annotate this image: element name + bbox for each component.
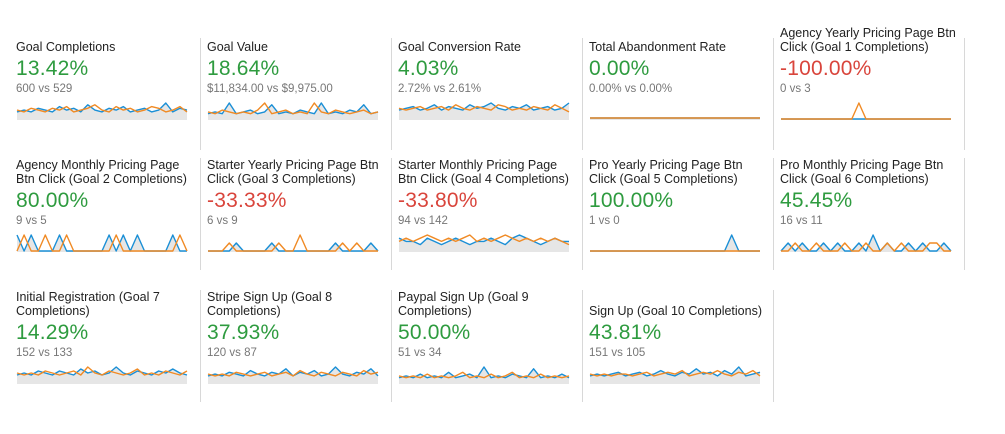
tile-value: 45.45% xyxy=(780,189,853,212)
tile-title: Pro Yearly Pricing Page Btn Click (Goal … xyxy=(589,158,743,186)
scorecard-row: Initial Registration (Goal 7 Completions… xyxy=(10,290,965,402)
sparkline-area xyxy=(590,235,760,252)
tile-title: Goal Value xyxy=(207,40,268,54)
sparkline xyxy=(398,234,570,252)
tile-value: 37.93% xyxy=(207,321,280,344)
sparkline-previous-series xyxy=(398,371,570,379)
scorecard-goal-1[interactable]: Agency Yearly Pricing Page Btn Click (Go… xyxy=(774,26,965,150)
sparkline-area xyxy=(208,103,378,120)
scorecard-goal-8[interactable]: Stripe Sign Up (Goal 8 Completions) 37.9… xyxy=(201,290,392,402)
tile-comparison: 600 vs 529 xyxy=(16,83,73,95)
sparkline xyxy=(590,117,760,120)
sparkline xyxy=(207,102,379,120)
tile-comparison: 94 vs 142 xyxy=(398,215,448,227)
scorecard-row: Agency Monthly Pricing Page Btn Click (G… xyxy=(10,158,965,270)
scorecard-goal-6[interactable]: Pro Monthly Pricing Page Btn Click (Goal… xyxy=(774,158,965,270)
scorecard-goal-9[interactable]: Paypal Sign Up (Goal 9 Completions) 50.0… xyxy=(392,290,583,402)
tile-comparison: 0.00% vs 0.00% xyxy=(589,83,673,95)
tile-comparison: 120 vs 87 xyxy=(207,347,257,359)
tile-value: 50.00% xyxy=(398,321,471,344)
tile-title: Goal Completions xyxy=(16,40,116,54)
tile-title: Paypal Sign Up (Goal 9 Completions) xyxy=(398,290,529,318)
sparkline-current-series xyxy=(589,366,761,377)
sparkline-previous-series xyxy=(207,102,379,115)
tile-title: Total Abandonment Rate xyxy=(589,40,726,54)
scorecard-goal-2[interactable]: Agency Monthly Pricing Page Btn Click (G… xyxy=(10,158,201,270)
tile-value: -33.80% xyxy=(398,189,478,212)
tile-comparison: 151 vs 105 xyxy=(589,347,646,359)
sparkline-area xyxy=(399,103,569,120)
scorecard-row: Goal Completions 13.42% 600 vs 529 Goal … xyxy=(10,26,965,150)
tile-value: -100.00% xyxy=(780,57,872,80)
goal-scorecard-grid: Goal Completions 13.42% 600 vs 529 Goal … xyxy=(10,24,965,414)
tile-comparison: 0 vs 3 xyxy=(780,83,811,95)
tile-comparison: 152 vs 133 xyxy=(16,347,73,359)
sparkline-area xyxy=(17,235,187,252)
sparkline xyxy=(398,366,570,384)
tile-title: Goal Conversion Rate xyxy=(398,40,521,54)
tile-comparison: 2.72% vs 2.61% xyxy=(398,83,482,95)
tile-comparison: 9 vs 5 xyxy=(16,215,47,227)
sparkline xyxy=(16,102,188,120)
tile-title: Starter Monthly Pricing Page Btn Click (… xyxy=(398,158,569,186)
sparkline xyxy=(398,102,570,120)
sparkline xyxy=(208,234,379,252)
tile-value: 18.64% xyxy=(207,57,280,80)
sparkline-previous-series xyxy=(16,234,188,252)
scorecard-goal-5[interactable]: Pro Yearly Pricing Page Btn Click (Goal … xyxy=(583,158,774,270)
tile-value: 13.42% xyxy=(16,57,89,80)
sparkline-previous-series xyxy=(16,104,188,113)
sparkline-area xyxy=(399,367,569,384)
tile-comparison: 6 vs 9 xyxy=(207,215,238,227)
tile-title: Pro Monthly Pricing Page Btn Click (Goal… xyxy=(780,158,944,186)
tile-title: Starter Yearly Pricing Page Btn Click (G… xyxy=(207,158,379,186)
scorecard-goal-3[interactable]: Starter Yearly Pricing Page Btn Click (G… xyxy=(201,158,392,270)
sparkline-current-series xyxy=(398,366,570,379)
tile-title: Initial Registration (Goal 7 Completions… xyxy=(16,290,160,318)
scorecard-goal-conversion-rate[interactable]: Goal Conversion Rate 4.03% 2.72% vs 2.61… xyxy=(392,38,583,150)
tile-comparison: 1 vs 0 xyxy=(589,215,620,227)
tile-value: 14.29% xyxy=(16,321,89,344)
sparkline-area xyxy=(399,235,569,252)
scorecard-total-abandonment-rate[interactable]: Total Abandonment Rate 0.00% 0.00% vs 0.… xyxy=(583,38,774,150)
sparkline-current-series xyxy=(398,234,569,246)
scorecard-goal-completions[interactable]: Goal Completions 13.42% 600 vs 529 xyxy=(10,38,201,150)
tile-comparison: 16 vs 11 xyxy=(780,215,823,227)
sparkline-area xyxy=(590,367,760,384)
sparkline-previous-series xyxy=(781,242,951,252)
tile-value: 43.81% xyxy=(589,321,662,344)
sparkline xyxy=(780,234,952,252)
tile-value: 0.00% xyxy=(589,57,650,80)
tile-title: Agency Yearly Pricing Page Btn Click (Go… xyxy=(780,26,956,54)
sparkline-area xyxy=(781,235,951,252)
sparkline-previous-series xyxy=(208,234,378,252)
sparkline-current-series xyxy=(16,102,188,113)
sparkline xyxy=(207,366,379,384)
tile-value: 4.03% xyxy=(398,57,459,80)
sparkline xyxy=(781,102,951,120)
sparkline xyxy=(16,366,188,384)
tile-value: -33.33% xyxy=(207,189,287,212)
scorecard-goal-4[interactable]: Starter Monthly Pricing Page Btn Click (… xyxy=(392,158,583,270)
tile-value: 100.00% xyxy=(589,189,674,212)
sparkline-previous-series xyxy=(589,369,761,377)
tile-title: Sign Up (Goal 10 Completions) xyxy=(589,304,762,318)
sparkline-previous-series xyxy=(16,366,188,376)
scorecard-goal-10[interactable]: Sign Up (Goal 10 Completions) 43.81% 151… xyxy=(583,290,774,402)
sparkline-area xyxy=(208,243,378,252)
sparkline xyxy=(590,234,760,252)
tile-comparison: 51 vs 34 xyxy=(398,347,442,359)
sparkline xyxy=(589,366,761,384)
tile-comparison: $11,834.00 vs $9,975.00 xyxy=(207,83,333,95)
sparkline-previous-series xyxy=(207,369,379,377)
sparkline-previous-series xyxy=(781,102,951,120)
scorecard-goal-value[interactable]: Goal Value 18.64% $11,834.00 vs $9,975.0… xyxy=(201,38,392,150)
sparkline-previous-series xyxy=(398,104,570,113)
scorecard-goal-7[interactable]: Initial Registration (Goal 7 Completions… xyxy=(10,290,201,402)
sparkline-previous-series xyxy=(398,234,570,246)
tile-title: Stripe Sign Up (Goal 8 Completions) xyxy=(207,290,333,318)
sparkline xyxy=(16,234,188,252)
tile-value: 80.00% xyxy=(16,189,89,212)
tile-title: Agency Monthly Pricing Page Btn Click (G… xyxy=(16,158,187,186)
